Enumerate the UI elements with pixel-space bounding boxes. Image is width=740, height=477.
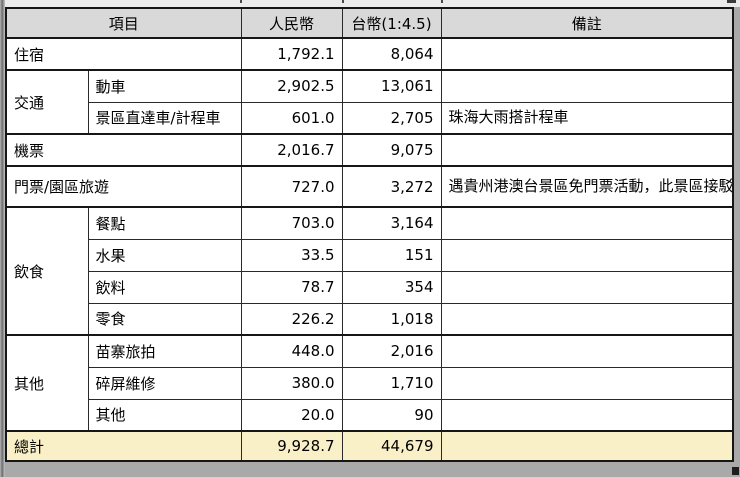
note-cell[interactable] [440,206,734,240]
item-cell[interactable]: 碎屏維修 [87,366,242,400]
rmb-cell[interactable]: 78.7 [240,270,343,304]
row-miao-village-photoshoot: 其他 苗寨旅拍 448.0 2,016 [5,334,734,432]
twd-cell[interactable]: 3,164 [341,206,442,240]
rmb-cell[interactable]: 1,792.1 [240,37,343,71]
left-edge-strip [0,0,5,477]
total-rmb-cell[interactable]: 9,928.7 [240,430,343,462]
item-cell[interactable]: 動車 [87,69,242,103]
item-cell[interactable]: 景區直達車/計程車 [87,101,242,135]
header-twd-cell[interactable]: 台幣(1:4.5) [341,7,442,39]
rmb-cell[interactable]: 2,016.7 [240,133,343,167]
note-cell[interactable] [440,37,734,71]
total-twd-cell[interactable]: 44,679 [341,430,442,462]
row-train: 交通 動車 2,902.5 13,061 [5,69,734,135]
row-accommodation: 住宿 1,792.1 8,064 [5,37,734,71]
row-misc-other: 其他 20.0 90 [6,398,734,432]
row-total: 總計 9,928.7 44,679 [5,430,734,462]
twd-cell[interactable]: 13,061 [341,69,442,103]
note-cell[interactable] [440,69,734,103]
note-cell[interactable] [440,334,734,368]
row-admission-park-tours: 門票/園區旅遊 727.0 3,272 遇貴州港澳台景區免門票活動，此景區接駁車… [5,165,734,208]
row-drinks: 飲料 78.7 354 [6,270,734,304]
group-cell-food[interactable]: 飲食 [5,206,89,336]
expense-table: 項目 人民幣 台幣(1:4.5) 備註 住宿 1,792.1 8,064 交通 … [5,7,735,462]
total-note-cell[interactable] [440,430,734,462]
row-scenic-shuttle-taxi: 景區直達車/計程車 601.0 2,705 珠海大雨搭計程車 [6,101,734,135]
rmb-cell[interactable]: 703.0 [240,206,343,240]
row-meals: 飲食 餐點 703.0 3,164 [5,206,734,336]
rmb-cell[interactable]: 2,902.5 [240,69,343,103]
note-cell[interactable]: 珠海大雨搭計程車 [440,101,734,135]
gridline-corner-mark [727,0,736,3]
twd-cell[interactable]: 9,075 [341,133,442,167]
item-cell[interactable]: 飲料 [87,270,242,304]
item-cell[interactable]: 其他 [87,398,242,432]
row-flight-tickets: 機票 2,016.7 9,075 [5,133,734,167]
row-fruit: 水果 33.5 151 [6,238,734,272]
item-cell[interactable]: 門票/園區旅遊 [5,165,242,208]
note-cell[interactable] [440,238,734,272]
header-note-cell[interactable]: 備註 [440,7,734,39]
note-cell[interactable] [440,366,734,400]
rmb-cell[interactable]: 20.0 [240,398,343,432]
note-cell[interactable] [440,302,734,336]
twd-cell[interactable]: 3,272 [341,165,442,208]
rmb-cell[interactable]: 727.0 [240,165,343,208]
row-snacks: 零食 226.2 1,018 [6,302,734,336]
rmb-cell[interactable]: 33.5 [240,238,343,272]
twd-cell[interactable]: 1,018 [341,302,442,336]
item-cell[interactable]: 住宿 [5,37,242,71]
gridline-tick [441,0,443,3]
rmb-cell[interactable]: 226.2 [240,302,343,336]
twd-cell[interactable]: 1,710 [341,366,442,400]
top-margin-strip [0,0,740,7]
note-cell[interactable] [440,270,734,304]
twd-cell[interactable]: 8,064 [341,37,442,71]
group-cell-transport[interactable]: 交通 [5,69,89,135]
header-rmb-cell[interactable]: 人民幣 [240,7,343,39]
header-item-cell[interactable]: 項目 [5,7,242,39]
twd-cell[interactable]: 354 [341,270,442,304]
total-label-cell[interactable]: 總計 [5,430,242,462]
twd-cell[interactable]: 90 [341,398,442,432]
group-cell-other[interactable]: 其他 [5,334,89,432]
rmb-cell[interactable]: 601.0 [240,101,343,135]
gridline-tick [342,0,344,3]
twd-cell[interactable]: 2,705 [341,101,442,135]
item-cell[interactable]: 水果 [87,238,242,272]
note-cell[interactable] [440,133,734,167]
rmb-cell[interactable]: 380.0 [240,366,343,400]
item-cell[interactable]: 苗寨旅拍 [87,334,242,368]
item-cell[interactable]: 零食 [87,302,242,336]
item-cell[interactable]: 機票 [5,133,242,167]
item-cell[interactable]: 餐點 [87,206,242,240]
twd-cell[interactable]: 2,016 [341,334,442,368]
twd-cell[interactable]: 151 [341,238,442,272]
selection-fill-handle[interactable] [732,467,739,475]
row-screen-repair: 碎屏維修 380.0 1,710 [6,366,734,400]
note-cell[interactable] [440,398,734,432]
rmb-cell[interactable]: 448.0 [240,334,343,368]
note-cell[interactable]: 遇貴州港澳台景區免門票活動，此景區接駁車、吊車、電扶梯的費用 [440,165,734,208]
gridline-tick [240,0,242,3]
header-row: 項目 人民幣 台幣(1:4.5) 備註 [5,7,734,39]
